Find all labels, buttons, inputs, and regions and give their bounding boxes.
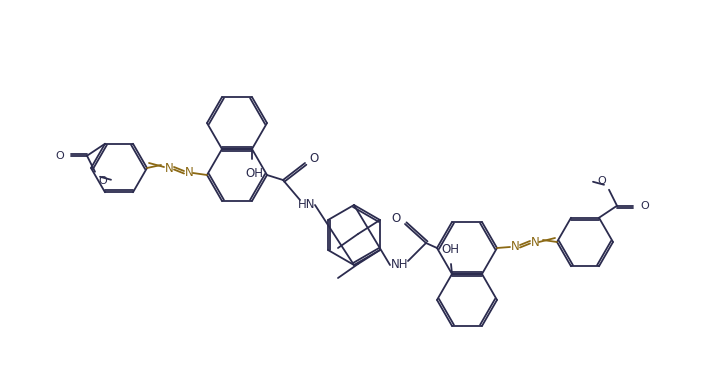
Text: N: N	[185, 166, 193, 178]
Text: OH: OH	[441, 243, 459, 256]
Text: N: N	[510, 239, 520, 252]
Text: O: O	[598, 176, 606, 186]
Text: N: N	[530, 235, 539, 249]
Text: NH: NH	[392, 259, 409, 271]
Text: O: O	[98, 176, 107, 186]
Text: O: O	[392, 213, 401, 225]
Text: N: N	[165, 161, 173, 174]
Text: O: O	[309, 151, 319, 164]
Text: OH: OH	[245, 167, 263, 180]
Text: O: O	[640, 201, 649, 211]
Text: HN: HN	[298, 198, 316, 212]
Text: O: O	[55, 151, 64, 161]
